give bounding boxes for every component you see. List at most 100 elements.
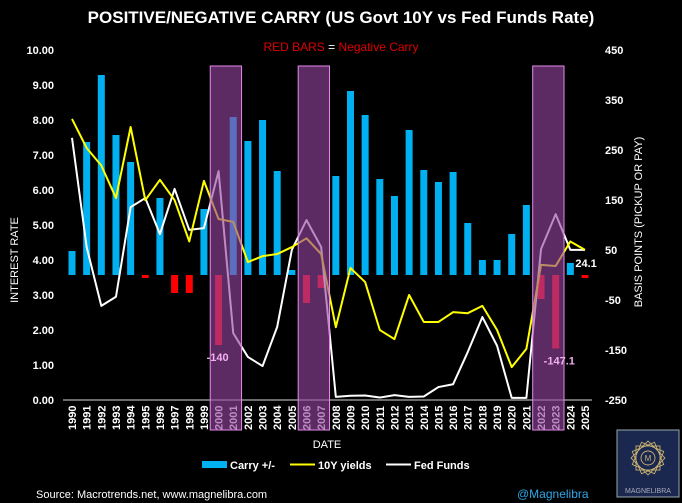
carry-bar — [244, 141, 252, 275]
year-tick-label: 2025 — [580, 406, 592, 430]
carry-bar — [434, 182, 442, 275]
left-tick-label: 5.00 — [33, 220, 54, 232]
right-tick-label: 50 — [605, 245, 617, 257]
year-tick-label: 2003 — [258, 406, 270, 430]
right-tick-label: 350 — [605, 95, 623, 107]
year-tick-label: 2013 — [404, 406, 416, 430]
carry-bar — [259, 120, 267, 275]
year-tick-label: 2004 — [272, 405, 284, 430]
right-tick-label: 250 — [605, 145, 623, 157]
year-tick-label: 2009 — [345, 406, 357, 430]
left-tick-label: 10.00 — [26, 45, 54, 57]
carry-bar — [405, 130, 413, 275]
year-tick-label: 2019 — [492, 406, 504, 430]
year-tick-label: 2005 — [287, 406, 299, 430]
carry-bar — [273, 171, 281, 275]
right-tick-label: -250 — [605, 395, 627, 407]
subtitle-red-bars: RED BARS — [263, 40, 324, 54]
year-tick-label: 1990 — [67, 406, 79, 430]
x-axis-label: DATE — [313, 439, 342, 451]
year-tick-label: 1993 — [111, 406, 123, 430]
carry-bar — [200, 209, 208, 275]
year-tick-label: 1992 — [96, 406, 108, 430]
chart-subtitle: RED BARS = Negative Carry — [263, 40, 418, 54]
subtitle-negative-carry: Negative Carry — [339, 40, 419, 54]
year-tick-label: 2020 — [507, 406, 519, 430]
left-tick-label: 1.00 — [33, 360, 54, 372]
data-label: 24.1 — [575, 258, 596, 270]
carry-bar — [361, 115, 369, 275]
carry-bar — [112, 135, 120, 275]
carry-bar — [346, 91, 354, 275]
left-tick-label: 7.00 — [33, 150, 54, 162]
left-tick-label: 8.00 — [33, 115, 54, 127]
shaded-period — [532, 65, 565, 431]
subtitle-equals: = — [325, 40, 339, 54]
left-axis-label: INTEREST RATE — [9, 217, 21, 303]
carry-bar — [464, 223, 472, 275]
carry-bar — [522, 205, 530, 275]
shaded-period — [297, 65, 330, 431]
chart-title: POSITIVE/NEGATIVE CARRY (US Govt 10Y vs … — [88, 8, 595, 27]
year-tick-label: 2018 — [477, 406, 489, 430]
year-tick-label: 2024 — [565, 405, 577, 430]
carry-bar — [390, 196, 398, 275]
carry-bar — [171, 275, 179, 293]
carry-bar — [141, 275, 149, 278]
shaded-period — [209, 65, 243, 431]
left-tick-label: 4.00 — [33, 255, 54, 267]
shaded-periods — [209, 65, 565, 431]
left-axis-ticks: 0.00 1.00 2.00 3.00 4.00 5.00 6.00 7.00 8.00 9.00… — [26, 45, 54, 407]
year-tick-label: 2008 — [331, 406, 343, 430]
left-tick-label: 2.00 — [33, 325, 54, 337]
carry-bar — [376, 179, 384, 275]
carry-bar — [127, 162, 135, 275]
year-tick-label: 1999 — [199, 406, 211, 430]
right-tick-label: 450 — [605, 45, 623, 57]
year-tick-label: 2021 — [521, 406, 533, 430]
carry-bar — [566, 262, 574, 275]
year-tick-label: 2016 — [448, 406, 460, 430]
logo-text: MAGNELIBRA — [625, 488, 671, 495]
right-tick-label: -50 — [605, 295, 621, 307]
left-tick-label: 3.00 — [33, 290, 54, 302]
carry-bar — [185, 275, 193, 293]
carry-bar — [68, 251, 76, 275]
left-tick-label: 9.00 — [33, 80, 54, 92]
magnelibra-logo: M MAGNELIBRA — [616, 429, 680, 498]
carry-bar — [581, 275, 589, 278]
legend-swatch-carry — [202, 461, 227, 468]
carry-bar — [478, 260, 486, 275]
carry-bar — [97, 75, 105, 275]
carry-bar — [420, 170, 428, 275]
carry-bar — [156, 198, 164, 275]
year-tick-label: 2010 — [360, 406, 372, 430]
left-tick-label: 6.00 — [33, 185, 54, 197]
carry-bar — [332, 176, 340, 275]
annotations: -140 -147.1 24.1 — [207, 258, 597, 368]
left-tick-label: 0.00 — [33, 395, 54, 407]
right-tick-label: -150 — [605, 345, 627, 357]
right-axis-ticks: -250 -150 -50 50 150 250 350 450 — [605, 45, 627, 407]
year-tick-label: 2011 — [375, 406, 387, 430]
year-tick-label: 2015 — [433, 406, 445, 430]
year-tick-label: 2014 — [419, 405, 431, 430]
legend-label: 10Y yields — [318, 460, 372, 472]
right-tick-label: 150 — [605, 195, 623, 207]
source-text: Source: Macrotrends.net, www.magnelibra.… — [36, 489, 267, 501]
carry-bar — [288, 270, 296, 275]
data-label: -140 — [207, 352, 229, 364]
year-tick-label: 1995 — [140, 406, 152, 430]
year-tick-label: 2012 — [389, 406, 401, 430]
carry-bar — [83, 142, 91, 275]
legend-label: Fed Funds — [414, 460, 470, 472]
year-tick-label: 1996 — [155, 406, 167, 430]
legend-label: Carry +/- — [230, 460, 275, 472]
data-label: -147.1 — [544, 356, 575, 368]
svg-text:M: M — [645, 454, 652, 463]
year-tick-label: 1998 — [184, 406, 196, 430]
legend: Carry +/- 10Y yields Fed Funds — [202, 460, 470, 472]
twitter-handle[interactable]: @Magnelibra — [517, 487, 589, 501]
year-tick-label: 1994 — [126, 405, 138, 430]
